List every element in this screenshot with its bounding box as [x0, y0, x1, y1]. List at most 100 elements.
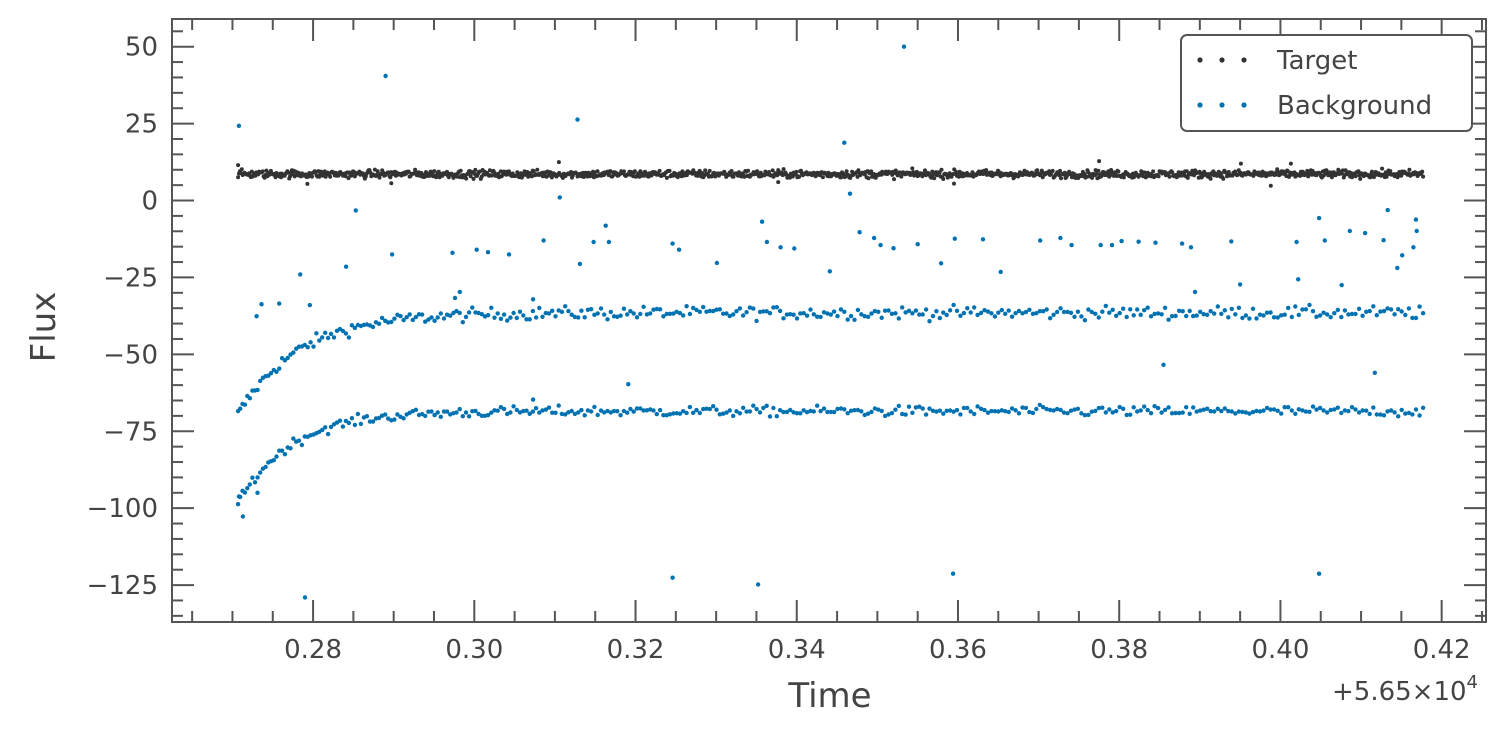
data-points-layer	[235, 44, 1426, 600]
background-point	[1367, 411, 1372, 417]
target-point	[703, 168, 708, 173]
background-point	[882, 413, 888, 419]
background-point	[855, 407, 861, 413]
background-point	[818, 314, 823, 320]
background-point	[1403, 411, 1408, 416]
background-point	[989, 408, 994, 414]
background-point	[1328, 315, 1333, 320]
background-point	[1374, 313, 1380, 318]
background-point	[1037, 402, 1043, 408]
background-point	[754, 318, 759, 324]
background-point	[1371, 405, 1376, 410]
background-point	[838, 406, 844, 411]
background-point	[1396, 414, 1401, 419]
background-point	[1131, 313, 1136, 318]
background-point	[1180, 410, 1185, 415]
x-tick-label: 0.38	[1090, 635, 1148, 665]
background-point	[1296, 277, 1301, 282]
background-point	[1378, 412, 1383, 417]
target-point	[1420, 169, 1425, 174]
background-point	[808, 307, 813, 312]
background-point	[954, 308, 960, 313]
background-point	[930, 408, 936, 413]
background-point	[563, 304, 568, 309]
background-point	[429, 409, 434, 414]
target-point	[1353, 174, 1358, 179]
background-point	[1399, 407, 1404, 413]
background-point	[791, 312, 796, 317]
background-point	[511, 404, 516, 409]
background-point	[1335, 307, 1341, 313]
background-point	[784, 312, 790, 317]
background-point	[1347, 228, 1353, 234]
background-point	[553, 410, 558, 415]
background-point	[951, 302, 956, 308]
background-point	[282, 452, 288, 457]
background-point	[978, 406, 984, 411]
background-point	[1364, 408, 1369, 413]
background-point	[891, 246, 896, 251]
background-point	[236, 123, 242, 128]
x-axis-label: Time	[787, 676, 871, 716]
target-point	[388, 175, 393, 180]
background-point	[550, 410, 555, 415]
background-point	[1048, 316, 1053, 321]
background-point	[506, 252, 512, 257]
background-point	[1027, 409, 1032, 415]
background-point	[1169, 411, 1175, 416]
target-point	[1226, 170, 1231, 174]
background-point	[1240, 409, 1245, 415]
background-point	[450, 250, 455, 255]
background-point	[1038, 238, 1043, 243]
background-point	[747, 409, 753, 414]
background-point	[944, 312, 949, 318]
background-point	[1254, 316, 1259, 321]
target-point	[236, 163, 241, 168]
background-point	[1381, 238, 1386, 243]
background-point	[1247, 316, 1252, 321]
background-point	[395, 412, 400, 417]
background-point	[364, 414, 370, 419]
background-point	[657, 307, 663, 312]
background-point	[755, 582, 761, 587]
target-point	[794, 169, 799, 174]
target-point	[1388, 169, 1393, 174]
background-point	[441, 316, 447, 321]
background-point	[349, 323, 355, 328]
background-point	[1300, 408, 1305, 413]
background-point	[553, 314, 558, 319]
background-point	[274, 369, 279, 374]
background-point	[915, 242, 920, 247]
background-point	[691, 410, 696, 415]
target-point	[1221, 176, 1226, 181]
target-point	[1185, 175, 1190, 180]
background-point	[1072, 407, 1077, 412]
background-point	[419, 312, 425, 317]
background-point	[1413, 407, 1419, 412]
target-point	[1059, 176, 1063, 181]
background-point	[308, 340, 313, 345]
target-point	[1094, 172, 1099, 176]
background-point	[711, 404, 716, 409]
background-point	[996, 409, 1001, 414]
background-point	[704, 406, 709, 411]
background-point	[569, 312, 574, 317]
background-point	[910, 410, 915, 415]
background-point	[634, 406, 640, 411]
background-point	[1117, 404, 1122, 410]
background-point	[917, 404, 922, 409]
background-point	[470, 409, 475, 414]
background-point	[724, 410, 729, 415]
background-point	[314, 331, 319, 336]
background-point	[727, 313, 732, 319]
background-point	[615, 409, 620, 414]
background-point	[353, 208, 358, 213]
background-point	[1307, 409, 1312, 414]
background-point	[1124, 412, 1129, 418]
background-point	[569, 408, 574, 414]
background-point	[1410, 412, 1415, 417]
target-point	[1050, 168, 1055, 173]
legend-marker-dot	[1241, 57, 1247, 63]
background-point	[508, 410, 513, 415]
background-point	[901, 44, 907, 49]
